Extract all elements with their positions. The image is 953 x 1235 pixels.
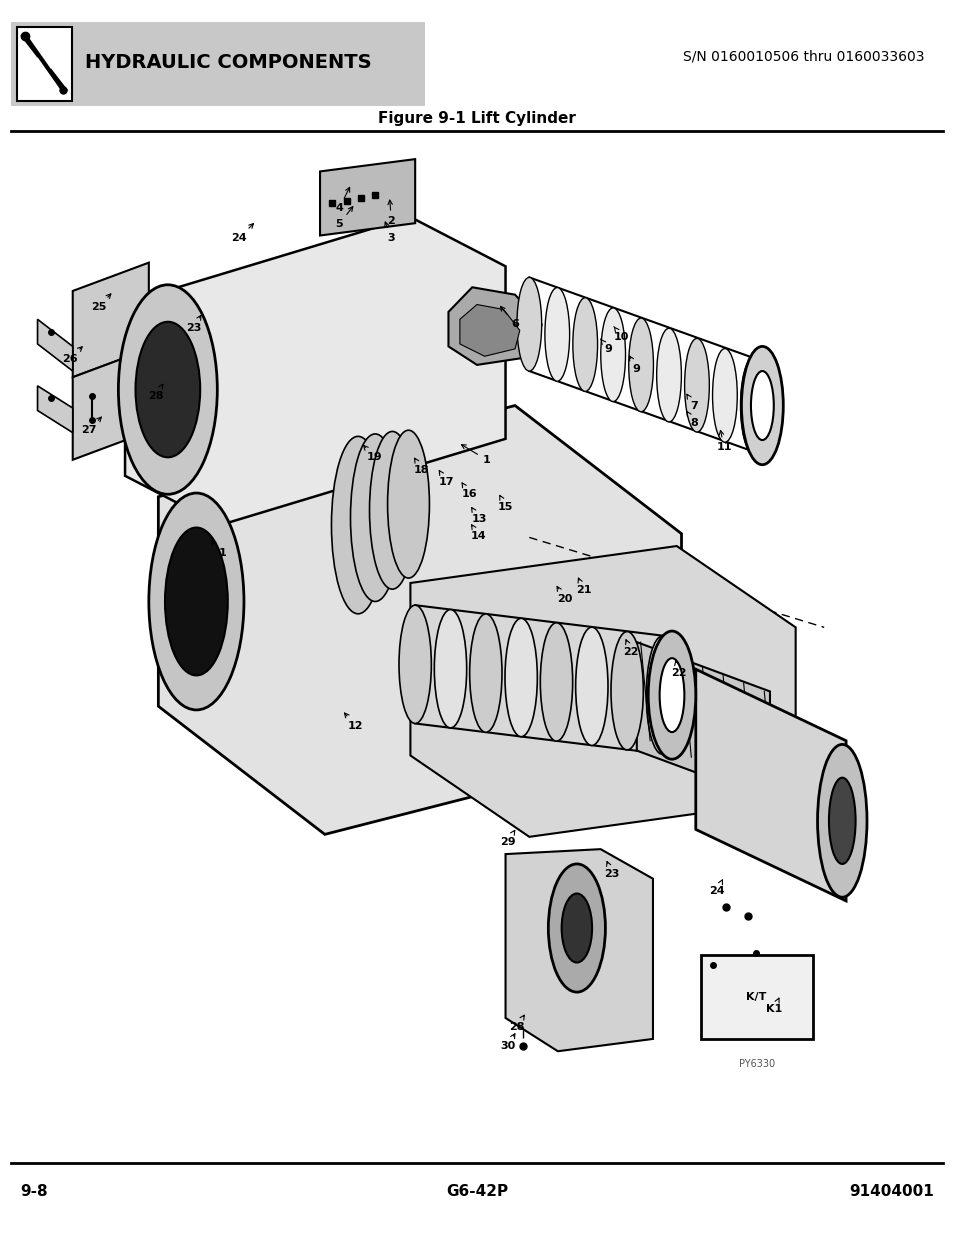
Polygon shape bbox=[319, 159, 415, 236]
Text: 26: 26 bbox=[62, 347, 82, 364]
Bar bbox=[700, 955, 812, 1039]
Polygon shape bbox=[37, 385, 72, 432]
Ellipse shape bbox=[684, 338, 709, 432]
Ellipse shape bbox=[740, 346, 782, 464]
Text: 12: 12 bbox=[344, 713, 362, 731]
Text: 22: 22 bbox=[622, 640, 639, 657]
Ellipse shape bbox=[331, 436, 384, 614]
Text: Figure 9-1 Lift Cylinder: Figure 9-1 Lift Cylinder bbox=[377, 111, 576, 126]
Text: 15: 15 bbox=[497, 495, 513, 511]
Polygon shape bbox=[125, 217, 505, 525]
Ellipse shape bbox=[656, 329, 680, 422]
Text: 2: 2 bbox=[387, 200, 395, 226]
Ellipse shape bbox=[610, 631, 642, 750]
Ellipse shape bbox=[135, 322, 200, 457]
Bar bbox=[16, 27, 71, 101]
Ellipse shape bbox=[544, 288, 569, 382]
Text: 29: 29 bbox=[499, 830, 515, 847]
Polygon shape bbox=[158, 405, 680, 835]
Ellipse shape bbox=[628, 319, 653, 411]
Text: 91404001: 91404001 bbox=[848, 1184, 933, 1199]
Ellipse shape bbox=[712, 348, 737, 442]
Ellipse shape bbox=[398, 605, 431, 724]
Polygon shape bbox=[695, 669, 845, 900]
Text: G6-42P: G6-42P bbox=[445, 1184, 508, 1199]
Text: 17: 17 bbox=[438, 471, 454, 487]
Polygon shape bbox=[72, 348, 149, 459]
Text: 27: 27 bbox=[81, 417, 101, 435]
Text: 5: 5 bbox=[335, 206, 353, 230]
Text: 30: 30 bbox=[499, 1034, 515, 1051]
Ellipse shape bbox=[517, 278, 541, 370]
Ellipse shape bbox=[548, 864, 605, 992]
Text: 10: 10 bbox=[613, 326, 629, 342]
Polygon shape bbox=[72, 263, 149, 377]
Text: 28: 28 bbox=[148, 384, 163, 400]
Text: 1: 1 bbox=[461, 445, 490, 464]
Ellipse shape bbox=[350, 433, 399, 601]
Ellipse shape bbox=[149, 493, 244, 710]
Polygon shape bbox=[410, 546, 795, 837]
Ellipse shape bbox=[118, 285, 217, 494]
Ellipse shape bbox=[828, 778, 855, 864]
Text: 9: 9 bbox=[600, 338, 612, 354]
Text: 7: 7 bbox=[686, 394, 697, 410]
Text: 28: 28 bbox=[509, 1015, 524, 1031]
Text: 22: 22 bbox=[670, 661, 686, 678]
Text: 11: 11 bbox=[716, 431, 731, 452]
Ellipse shape bbox=[369, 431, 415, 589]
Ellipse shape bbox=[561, 893, 592, 962]
Text: 23: 23 bbox=[186, 315, 201, 333]
FancyBboxPatch shape bbox=[10, 22, 424, 106]
Text: 14: 14 bbox=[471, 525, 486, 541]
Text: K1: K1 bbox=[765, 998, 781, 1014]
Ellipse shape bbox=[387, 430, 429, 578]
Ellipse shape bbox=[469, 614, 501, 732]
Text: PY6330: PY6330 bbox=[738, 1058, 774, 1068]
Ellipse shape bbox=[539, 622, 572, 741]
Polygon shape bbox=[505, 850, 652, 1051]
Ellipse shape bbox=[647, 631, 695, 760]
Text: 25: 25 bbox=[91, 294, 111, 312]
Polygon shape bbox=[448, 288, 541, 364]
Text: 20: 20 bbox=[557, 587, 572, 604]
Text: 8: 8 bbox=[686, 411, 697, 427]
Text: 1: 1 bbox=[212, 541, 226, 558]
Ellipse shape bbox=[572, 298, 597, 391]
Text: 24: 24 bbox=[708, 879, 723, 897]
Text: 3: 3 bbox=[384, 222, 395, 243]
Ellipse shape bbox=[504, 619, 537, 736]
Text: HYDRAULIC COMPONENTS: HYDRAULIC COMPONENTS bbox=[85, 53, 372, 73]
Ellipse shape bbox=[165, 527, 228, 676]
Text: 9-8: 9-8 bbox=[20, 1184, 48, 1199]
Ellipse shape bbox=[740, 358, 764, 452]
Ellipse shape bbox=[817, 745, 866, 897]
Text: 24: 24 bbox=[232, 224, 253, 243]
Text: 21: 21 bbox=[576, 578, 591, 595]
Polygon shape bbox=[637, 642, 769, 800]
Text: 16: 16 bbox=[461, 483, 476, 499]
Text: 19: 19 bbox=[363, 446, 382, 462]
Text: 23: 23 bbox=[604, 862, 619, 879]
Text: K/T: K/T bbox=[745, 992, 766, 1002]
Text: 18: 18 bbox=[414, 458, 429, 474]
Ellipse shape bbox=[750, 370, 773, 440]
Polygon shape bbox=[459, 305, 519, 356]
Text: S/N 0160010506 thru 0160033603: S/N 0160010506 thru 0160033603 bbox=[681, 49, 923, 64]
Ellipse shape bbox=[434, 610, 466, 727]
Text: 4: 4 bbox=[335, 188, 349, 214]
Text: 6: 6 bbox=[500, 306, 518, 330]
Ellipse shape bbox=[575, 627, 607, 746]
Text: 9: 9 bbox=[629, 356, 640, 374]
Text: 13: 13 bbox=[471, 508, 486, 524]
Ellipse shape bbox=[645, 636, 678, 755]
Ellipse shape bbox=[600, 308, 625, 401]
Ellipse shape bbox=[659, 658, 683, 732]
Polygon shape bbox=[37, 320, 72, 370]
